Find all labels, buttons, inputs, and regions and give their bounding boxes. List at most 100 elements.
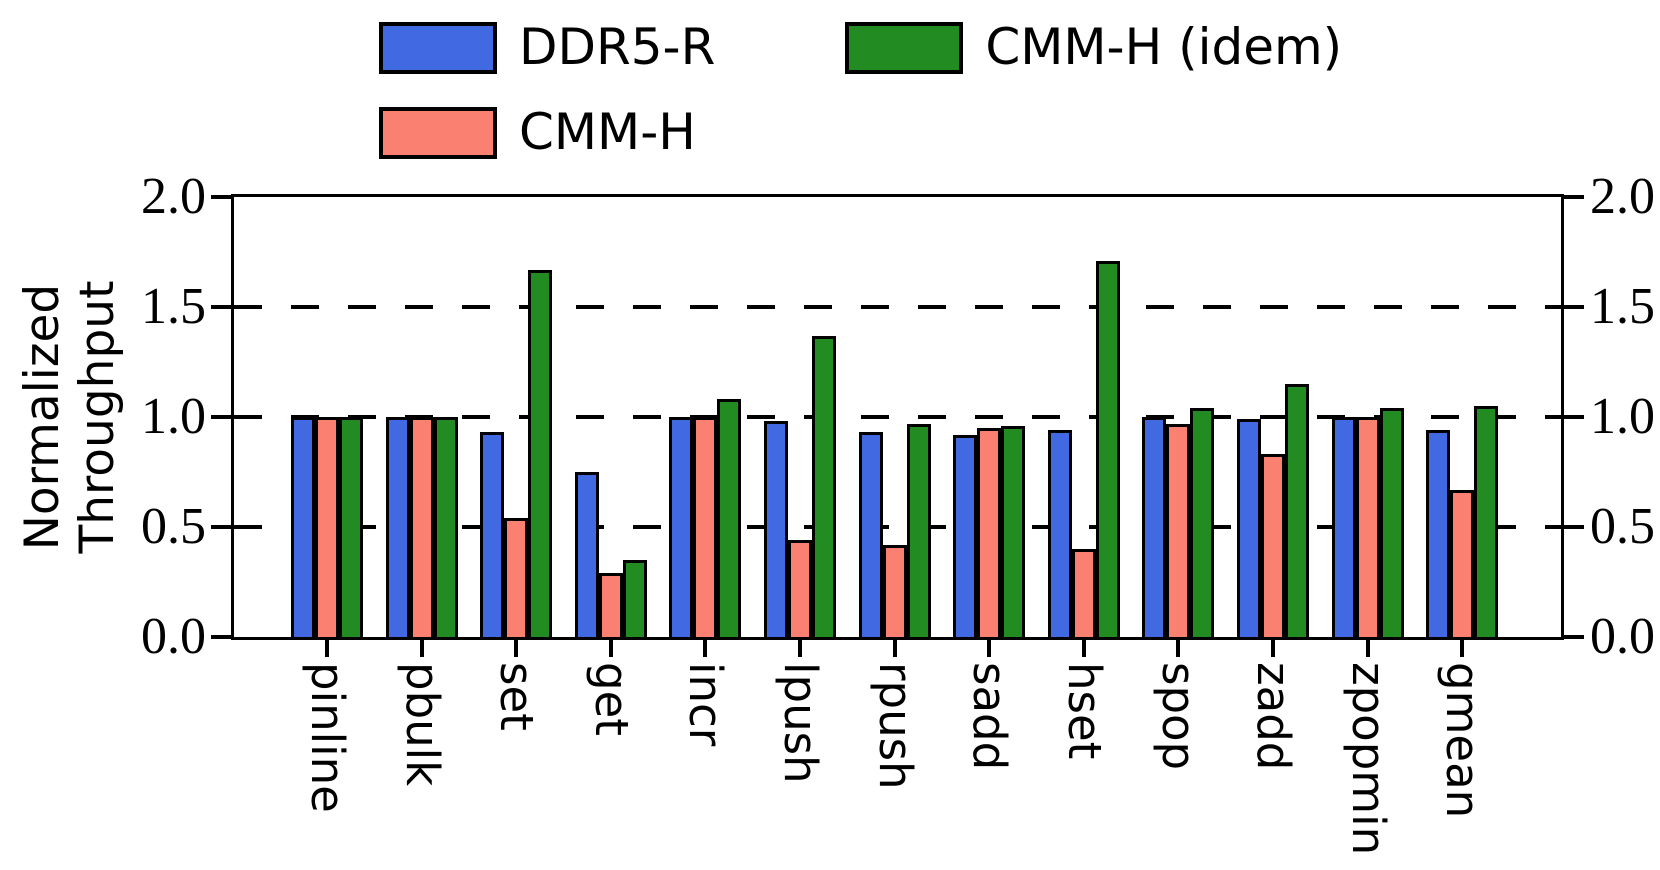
bar-spop-cmm-h bbox=[1166, 423, 1191, 637]
category-label-pbulk: pbulk bbox=[395, 662, 449, 787]
bar-zadd-cmm-h bbox=[1261, 454, 1285, 637]
xtick-incr bbox=[703, 640, 708, 657]
gridline-y-0.5 bbox=[234, 525, 1561, 529]
left-ytick-0.5 bbox=[211, 525, 231, 529]
legend-label-cmm-h: CMM-H bbox=[519, 103, 696, 161]
legend-label-cmm-h-idem: CMM-H (idem) bbox=[985, 18, 1343, 76]
bar-pbulk-cmm-h-idem bbox=[433, 417, 458, 637]
bar-pbulk-cmm-h bbox=[409, 417, 434, 637]
bar-lpush-cmm-h-idem bbox=[812, 335, 836, 637]
bar-rpush-cmm-h bbox=[882, 544, 907, 637]
xtick-pinline bbox=[325, 640, 329, 657]
right-ytick-label-1.0: 1.0 bbox=[1590, 388, 1655, 445]
bar-incr-cmm-h bbox=[693, 417, 718, 637]
plot-area bbox=[231, 194, 1564, 640]
bar-pinline-ddr5-r bbox=[291, 417, 315, 637]
xtick-set bbox=[514, 640, 519, 657]
legend-swatch-ddr5-r bbox=[379, 21, 497, 74]
legend-item-cmm-h-idem: CMM-H (idem) bbox=[845, 20, 1342, 75]
bar-sadd-cmm-h-idem bbox=[1001, 425, 1026, 637]
xtick-gmean bbox=[1460, 640, 1465, 657]
right-ytick-label-2.0: 2.0 bbox=[1590, 168, 1655, 225]
xtick-zadd bbox=[1271, 640, 1275, 657]
category-label-hset: hset bbox=[1057, 662, 1111, 760]
left-ytick-label-0.0: 0.0 bbox=[141, 608, 206, 665]
bar-sadd-cmm-h bbox=[977, 428, 1002, 637]
bar-get-cmm-h-idem bbox=[622, 560, 647, 637]
gridline-y-1.5 bbox=[234, 305, 1561, 309]
right-ytick-label-0.0: 0.0 bbox=[1590, 608, 1655, 665]
bar-set-cmm-h-idem bbox=[528, 269, 553, 637]
bar-zadd-cmm-h-idem bbox=[1285, 384, 1309, 637]
legend-swatch-cmm-h bbox=[379, 106, 497, 159]
xtick-lpush bbox=[798, 640, 802, 657]
legend-label-ddr5-r: DDR5-R bbox=[519, 18, 716, 76]
bar-zadd-ddr5-r bbox=[1237, 419, 1261, 637]
category-label-zadd: zadd bbox=[1247, 662, 1300, 771]
bar-zpopmin-cmm-h-idem bbox=[1379, 408, 1404, 637]
bar-set-cmm-h bbox=[504, 518, 529, 637]
bar-lpush-ddr5-r bbox=[764, 421, 788, 637]
left-ytick-0.0 bbox=[211, 635, 231, 639]
bar-pinline-cmm-h-idem bbox=[339, 417, 363, 637]
left-ytick-2.0 bbox=[211, 195, 231, 199]
bar-pbulk-ddr5-r bbox=[385, 417, 410, 637]
bar-get-ddr5-r bbox=[574, 472, 599, 637]
bar-incr-cmm-h-idem bbox=[717, 399, 742, 637]
left-ytick-label-0.5: 0.5 bbox=[141, 498, 206, 555]
category-label-incr: incr bbox=[679, 662, 733, 747]
right-ytick-1.5 bbox=[1564, 305, 1584, 309]
legend: DDR5-R CMM-H CMM-H (idem) bbox=[379, 20, 1342, 160]
bar-hset-ddr5-r bbox=[1047, 430, 1072, 637]
bar-get-cmm-h bbox=[598, 573, 623, 637]
bar-sadd-ddr5-r bbox=[953, 434, 978, 637]
left-ytick-label-1.0: 1.0 bbox=[141, 388, 206, 445]
right-ytick-0.5 bbox=[1564, 525, 1584, 529]
legend-swatch-cmm-h-idem bbox=[845, 21, 964, 74]
xtick-hset bbox=[1081, 640, 1086, 657]
category-label-spop: spop bbox=[1152, 662, 1206, 771]
right-ytick-1.0 bbox=[1564, 415, 1584, 419]
category-label-zpopmin: zpopmin bbox=[1341, 662, 1395, 856]
category-label-sadd: sadd bbox=[963, 662, 1017, 771]
right-ytick-label-0.5: 0.5 bbox=[1590, 498, 1655, 555]
bar-spop-ddr5-r bbox=[1142, 417, 1167, 637]
bar-zpopmin-ddr5-r bbox=[1331, 417, 1356, 637]
right-ytick-2.0 bbox=[1564, 195, 1584, 199]
gridline-y-1 bbox=[234, 415, 1561, 419]
bar-gmean-cmm-h bbox=[1450, 489, 1475, 637]
xtick-sadd bbox=[987, 640, 992, 657]
bar-gmean-ddr5-r bbox=[1426, 430, 1451, 637]
category-label-lpush: lpush bbox=[774, 662, 827, 784]
category-label-get: get bbox=[584, 662, 638, 736]
left-ytick-label-2.0: 2.0 bbox=[141, 168, 206, 225]
right-ytick-0.0 bbox=[1564, 635, 1584, 639]
category-label-rpush: rpush bbox=[868, 662, 922, 790]
category-label-set: set bbox=[490, 662, 544, 731]
bar-incr-ddr5-r bbox=[669, 417, 694, 637]
bar-rpush-ddr5-r bbox=[858, 432, 883, 637]
bar-gmean-cmm-h-idem bbox=[1474, 406, 1499, 637]
legend-item-ddr5-r: DDR5-R bbox=[379, 20, 715, 75]
category-label-gmean: gmean bbox=[1436, 662, 1490, 819]
left-ytick-label-1.5: 1.5 bbox=[141, 278, 206, 335]
xtick-zpopmin bbox=[1365, 640, 1370, 657]
left-ytick-1.0 bbox=[211, 415, 231, 419]
xtick-spop bbox=[1176, 640, 1181, 657]
bar-spop-cmm-h-idem bbox=[1190, 408, 1215, 637]
bar-hset-cmm-h bbox=[1071, 549, 1096, 637]
legend-item-cmm-h: CMM-H bbox=[379, 105, 715, 160]
bar-hset-cmm-h-idem bbox=[1095, 260, 1120, 637]
xtick-get bbox=[608, 640, 613, 657]
category-label-pinline: pinline bbox=[301, 662, 354, 813]
bar-zpopmin-cmm-h bbox=[1355, 417, 1380, 637]
xtick-pbulk bbox=[419, 640, 424, 657]
bar-pinline-cmm-h bbox=[315, 417, 339, 637]
xtick-rpush bbox=[892, 640, 897, 657]
right-ytick-label-1.5: 1.5 bbox=[1590, 278, 1655, 335]
left-ytick-1.5 bbox=[211, 305, 231, 309]
bar-rpush-cmm-h-idem bbox=[906, 423, 931, 637]
bar-set-ddr5-r bbox=[480, 432, 505, 637]
bar-lpush-cmm-h bbox=[788, 540, 812, 637]
